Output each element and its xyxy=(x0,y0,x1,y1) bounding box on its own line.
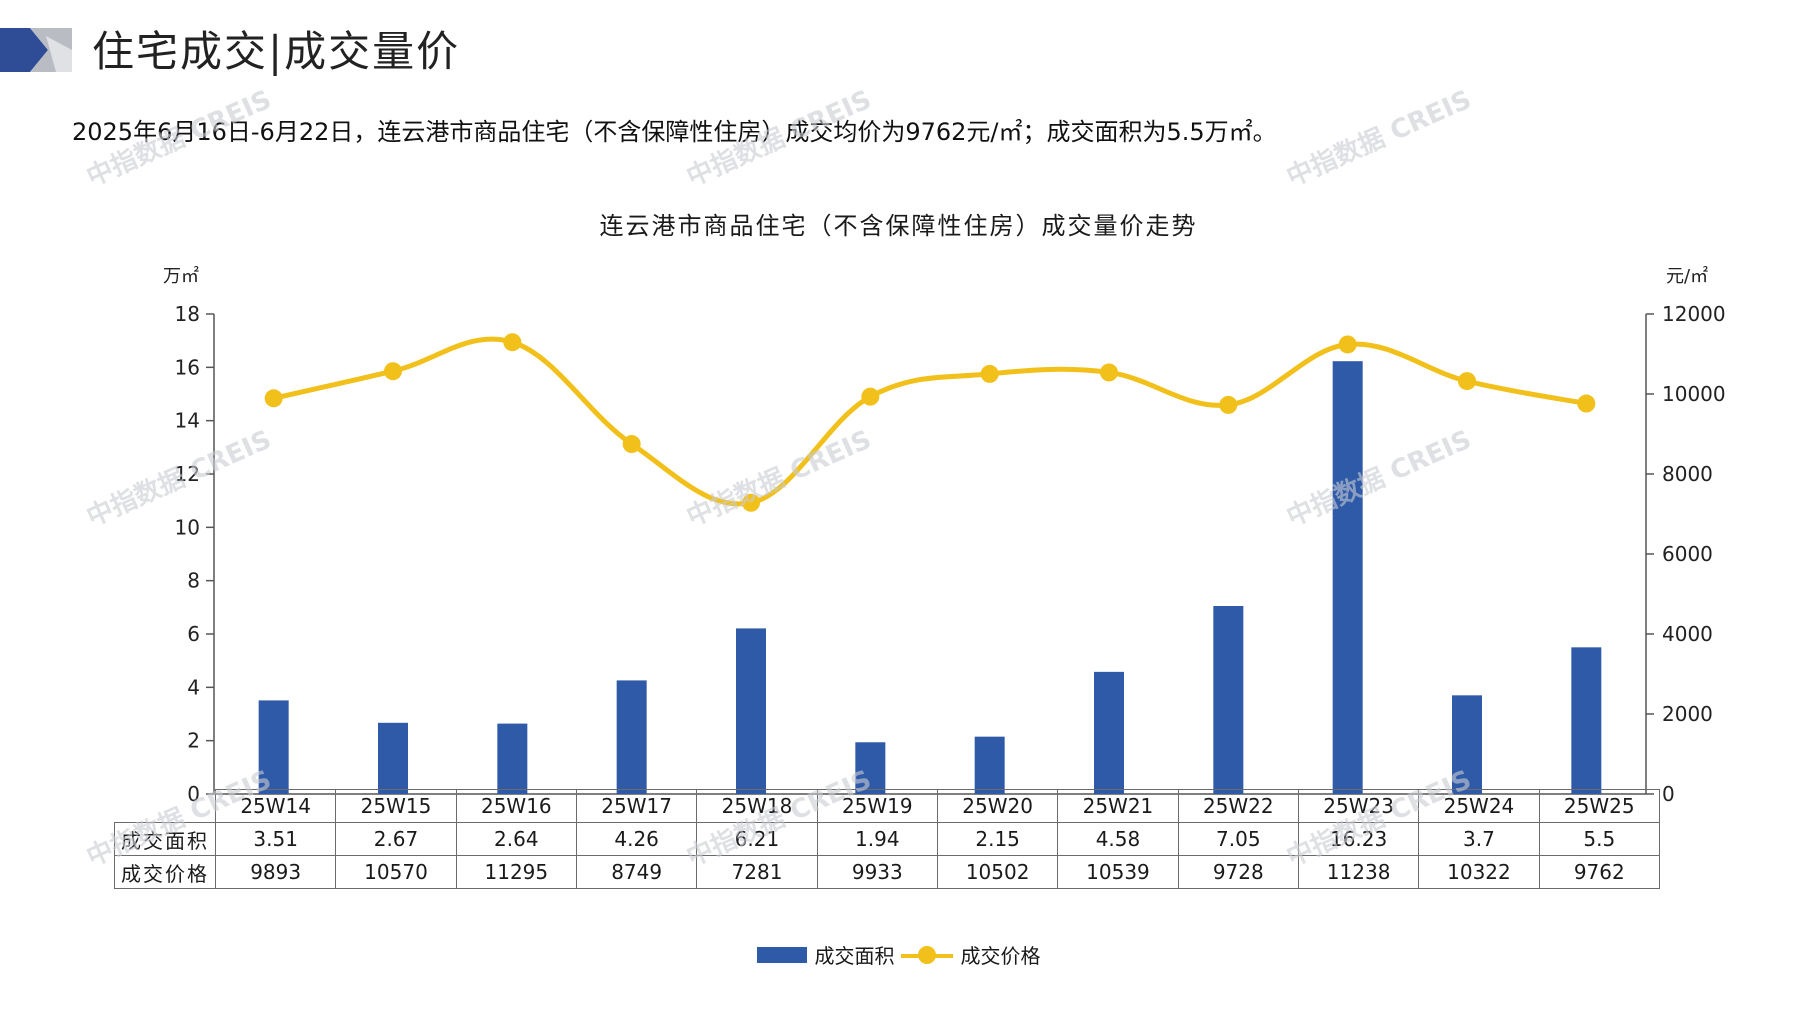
right-tick-label: 4000 xyxy=(1662,622,1713,646)
right-tick-label: 0 xyxy=(1662,782,1675,806)
price-value-cell: 11238 xyxy=(1297,855,1420,889)
category-cell: 25W16 xyxy=(455,789,577,823)
category-cell: 25W17 xyxy=(575,789,698,823)
bar-25W14 xyxy=(258,700,289,794)
area-value-cell: 1.94 xyxy=(816,822,938,856)
legend-bar-swatch xyxy=(756,946,807,963)
bar-25W15 xyxy=(378,722,408,794)
bar-25W16 xyxy=(497,723,528,794)
price-point-25W19 xyxy=(861,387,880,406)
price-point-25W14 xyxy=(264,389,283,408)
area-value-cell: 5.5 xyxy=(1538,822,1660,856)
area-value-cell: 6.21 xyxy=(696,822,818,856)
legend-line-label: 成交价格 xyxy=(960,944,1041,968)
price-value-cell: 7281 xyxy=(696,855,818,889)
price-value-cell: 9762 xyxy=(1538,855,1660,889)
price-point-25W17 xyxy=(622,435,641,454)
left-tick-label: 12 xyxy=(175,462,200,486)
area-value-cell: 2.67 xyxy=(335,822,457,856)
summary-text: 2025年6月16日-6月22日，连云港市商品住宅（不含保障性住房）成交均价为9… xyxy=(72,118,1277,146)
right-axis-unit: 元/㎡ xyxy=(1666,266,1709,287)
row-header-price: 成交价格 xyxy=(114,855,216,889)
area-value-cell: 4.58 xyxy=(1057,822,1179,856)
area-value-cell: 2.15 xyxy=(936,822,1059,856)
price-value-cell: 10570 xyxy=(335,855,457,889)
table-row-area: 成交面积 3.51 2.67 2.64 4.26 6.21 1.94 2.15 4.58 7.05… xyxy=(114,822,1660,856)
left-tick-label: 16 xyxy=(175,355,200,379)
price-value-cell: 10502 xyxy=(936,855,1059,889)
price-point-25W24 xyxy=(1458,372,1476,391)
category-cell: 25W19 xyxy=(816,789,938,823)
price-value-cell: 9728 xyxy=(1177,855,1299,889)
price-value-cell: 10322 xyxy=(1418,855,1540,889)
category-cell: 25W21 xyxy=(1057,789,1179,823)
brand-logo-icon xyxy=(0,28,72,72)
price-value-cell: 8749 xyxy=(575,855,698,889)
left-tick-label: 6 xyxy=(187,622,200,646)
area-value-cell: 16.23 xyxy=(1297,822,1420,856)
right-tick-label: 2000 xyxy=(1662,702,1713,726)
bar-25W22 xyxy=(1213,606,1244,794)
price-point-25W16 xyxy=(503,333,522,352)
left-tick-label: 10 xyxy=(175,515,200,539)
legend-line-swatch xyxy=(900,945,953,964)
left-tick-label: 8 xyxy=(187,569,200,593)
right-tick-label: 6000 xyxy=(1662,542,1713,566)
data-table: 25W14 25W15 25W16 25W17 25W18 25W19 25W20 25W21… xyxy=(114,789,1660,889)
price-point-25W15 xyxy=(384,362,402,381)
category-cell: 25W22 xyxy=(1177,789,1299,823)
price-value-cell: 9893 xyxy=(214,855,337,889)
bar-25W25 xyxy=(1571,647,1602,794)
bar-25W17 xyxy=(616,680,647,794)
bar-25W21 xyxy=(1094,671,1124,794)
price-value-cell: 10539 xyxy=(1057,855,1179,889)
line-series xyxy=(264,333,1596,512)
left-tick-label: 14 xyxy=(175,409,200,433)
chart-legend: 成交面积 成交价格 xyxy=(0,940,1797,969)
area-value-cell: 3.51 xyxy=(214,822,337,856)
category-cell: 25W20 xyxy=(936,789,1059,823)
category-cell: 25W14 xyxy=(214,789,337,823)
table-row-price: 成交价格 9893 10570 11295 8749 7281 9933 10502 10539… xyxy=(114,855,1660,889)
page-title: 住宅成交|成交量价 xyxy=(92,27,461,76)
right-tick-label: 12000 xyxy=(1662,302,1726,326)
area-value-cell: 7.05 xyxy=(1177,822,1299,856)
price-point-25W20 xyxy=(980,364,999,383)
bar-series xyxy=(258,361,1602,794)
bar-25W24 xyxy=(1452,695,1482,794)
area-value-cell: 4.26 xyxy=(575,822,698,856)
bar-25W18 xyxy=(736,628,766,794)
area-value-cell: 2.64 xyxy=(455,822,577,856)
chart-title: 连云港市商品住宅（不含保障性住房）成交量价走势 xyxy=(599,212,1198,240)
category-cell: 25W25 xyxy=(1538,789,1660,823)
category-cell: 25W24 xyxy=(1418,789,1540,823)
row-header-area: 成交面积 xyxy=(114,822,216,856)
price-point-25W18 xyxy=(742,493,760,512)
price-value-cell: 11295 xyxy=(455,855,577,889)
price-line xyxy=(273,336,1587,507)
price-point-25W25 xyxy=(1577,394,1596,413)
right-tick-label: 8000 xyxy=(1662,462,1713,486)
category-cell: 25W15 xyxy=(335,789,457,823)
area-value-cell: 3.7 xyxy=(1418,822,1540,856)
legend-bar-label: 成交面积 xyxy=(814,944,895,968)
left-tick-label: 2 xyxy=(187,729,200,753)
price-point-25W21 xyxy=(1100,363,1118,382)
price-point-25W23 xyxy=(1338,335,1357,354)
table-corner-cell xyxy=(114,789,216,823)
left-tick-label: 18 xyxy=(175,302,200,326)
price-value-cell: 9933 xyxy=(816,855,938,889)
bar-25W23 xyxy=(1332,361,1363,794)
category-cell: 25W18 xyxy=(696,789,818,823)
bar-25W20 xyxy=(974,736,1005,794)
left-axis-unit: 万㎡ xyxy=(163,266,199,287)
category-cell: 25W23 xyxy=(1297,789,1420,823)
left-tick-label: 4 xyxy=(187,675,200,699)
price-point-25W22 xyxy=(1219,395,1238,414)
bar-25W19 xyxy=(855,742,886,794)
table-row-categories: 25W14 25W15 25W16 25W17 25W18 25W19 25W20 25W21… xyxy=(114,789,1660,823)
right-tick-label: 10000 xyxy=(1662,382,1726,406)
